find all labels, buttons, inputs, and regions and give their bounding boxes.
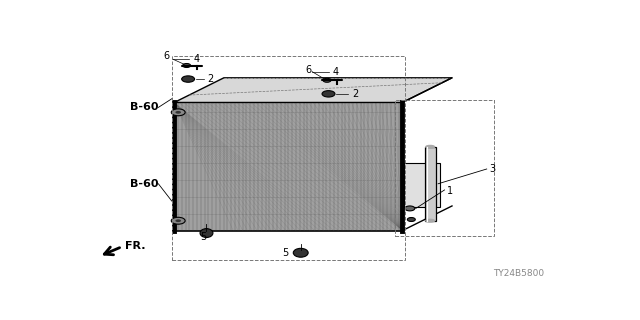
Text: 4: 4 (333, 67, 339, 77)
Text: 5: 5 (200, 232, 207, 242)
Text: 2: 2 (352, 89, 358, 99)
Circle shape (405, 206, 415, 211)
Text: 2: 2 (207, 74, 213, 84)
Circle shape (172, 109, 185, 116)
Ellipse shape (322, 91, 335, 97)
Bar (172, 56, 405, 260)
Ellipse shape (293, 248, 308, 257)
Text: FR.: FR. (125, 241, 145, 251)
Ellipse shape (426, 146, 435, 148)
Polygon shape (174, 102, 403, 231)
Text: 4: 4 (193, 54, 199, 64)
Bar (395, 100, 494, 236)
Circle shape (182, 64, 191, 68)
Text: 3: 3 (489, 164, 495, 174)
Text: 5: 5 (282, 248, 288, 258)
Circle shape (175, 111, 181, 114)
Ellipse shape (182, 76, 195, 82)
Bar (425, 147, 436, 221)
Bar (404, 163, 440, 207)
Circle shape (323, 78, 331, 82)
Circle shape (172, 217, 185, 224)
Circle shape (408, 218, 415, 221)
Text: TY24B5800: TY24B5800 (493, 269, 545, 278)
Text: B-60: B-60 (129, 179, 158, 189)
Circle shape (175, 219, 181, 222)
Text: 6: 6 (305, 65, 311, 75)
Text: B-60: B-60 (129, 102, 158, 112)
Ellipse shape (200, 228, 213, 237)
Text: 1: 1 (447, 186, 453, 196)
Text: 6: 6 (164, 51, 170, 61)
Polygon shape (174, 78, 452, 102)
Ellipse shape (426, 220, 435, 222)
